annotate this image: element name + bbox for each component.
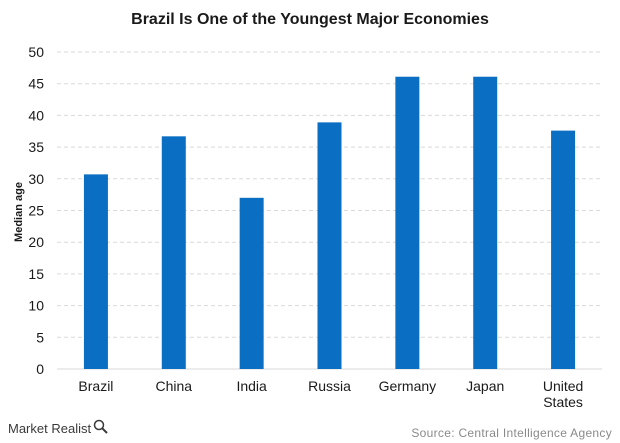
bar-germany [395,76,420,369]
y-axis-label: Median age [13,182,25,242]
x-tick-label-line: Brazil [78,378,113,394]
x-tick-label: China [155,378,192,394]
y-tick-label: 40 [28,107,44,123]
x-tick-label-line: States [543,394,583,410]
x-tick-label-line: Germany [379,378,437,394]
x-axis-ticks: Brazil China India Russia Germany Japan United… [78,378,583,410]
bar-russia [317,122,342,370]
x-tick-label: Japan [466,378,504,394]
y-tick-label: 0 [36,361,44,377]
x-tick-label: Brazil [78,378,113,394]
y-tick-label: 10 [28,298,44,314]
y-tick-label: 30 [28,171,44,187]
x-tick-label-line: Russia [308,378,351,394]
x-tick-label-line: India [236,378,267,394]
bar-india [239,197,264,369]
x-tick-label: Germany [379,378,437,394]
x-tick-label-line: China [155,378,192,394]
x-tick-label-line: United [543,378,583,394]
chart-title: Brazil Is One of the Youngest Major Econ… [131,11,489,28]
bars [83,76,576,370]
y-tick-label: 5 [36,329,44,345]
x-tick-label: United States [543,378,583,410]
y-tick-label: 20 [28,234,44,250]
brand-logo: Market Realist [8,419,108,436]
x-tick-label-line: Japan [466,378,504,394]
bar-united-states [551,130,576,369]
x-tick-label: India [236,378,267,394]
y-tick-label: 35 [28,139,44,155]
source-note: Source: Central Intelligence Agency [411,426,612,440]
magnifier-icon [93,419,108,434]
bar-brazil [83,174,108,369]
bar-china [161,136,186,369]
bar-japan [473,76,498,369]
x-tick-label: Russia [308,378,351,394]
y-tick-label: 45 [28,76,44,92]
y-tick-label: 15 [28,266,44,282]
brand-name: Market Realist [8,421,91,436]
y-tick-label: 50 [28,44,44,60]
y-tick-label: 25 [28,203,44,219]
y-axis-ticks: 0 5 10 15 20 25 30 35 40 45 50 [28,44,44,377]
